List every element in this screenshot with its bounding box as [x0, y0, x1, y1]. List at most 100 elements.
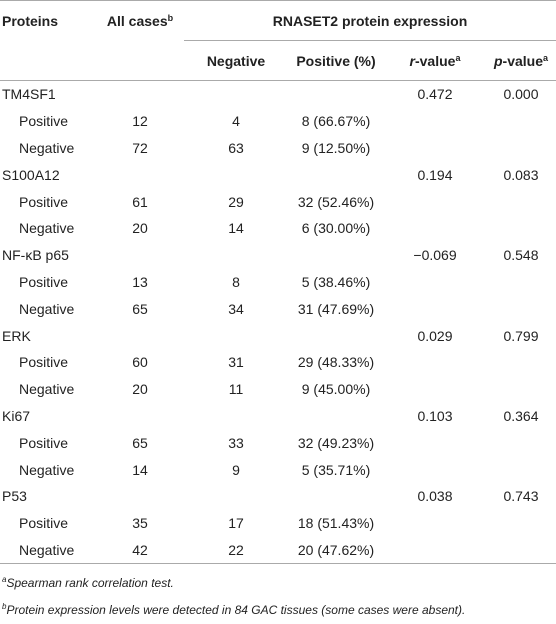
group-row: ERK 0.029 0.799 [0, 322, 556, 349]
empty-cell [486, 188, 556, 215]
empty-cell [384, 269, 486, 296]
sub-row: Negative 14 9 5 (35.71%) [0, 456, 556, 483]
empty-cell [288, 322, 384, 349]
sub-row: Negative 72 63 9 (12.50%) [0, 135, 556, 162]
positive-count: 8 (66.67%) [301, 113, 371, 130]
all-cases: 12 [132, 113, 148, 130]
empty-cell [384, 295, 486, 322]
positive-count: 6 (30.00%) [301, 220, 371, 237]
empty-cell [384, 215, 486, 242]
header-row: Negative Positive (%) r-valuea p-valuea [0, 41, 556, 81]
r-value: 0.103 [417, 407, 453, 424]
negative-count: 11 [228, 381, 244, 398]
empty-cell [384, 510, 486, 537]
p-value: 0.364 [503, 407, 539, 424]
sub-row: Positive 13 8 5 (38.46%) [0, 269, 556, 296]
status-label: Positive [19, 193, 69, 210]
positive-count: 20 (47.62%) [288, 536, 384, 565]
negative-count: 9 [232, 461, 240, 478]
empty-cell [184, 161, 288, 188]
all-cases: 60 [132, 354, 148, 371]
r-value: 0.194 [417, 166, 453, 183]
protein-name: P53 [2, 488, 27, 505]
empty-cell [384, 536, 486, 565]
header-text: -value [502, 52, 543, 69]
status-label: Positive [19, 273, 69, 290]
p-value: 0.083 [503, 166, 539, 183]
empty-cell [486, 108, 556, 135]
empty-cell [486, 429, 556, 456]
group-row: S100A12 0.194 0.083 [0, 161, 556, 188]
r-value: 0.038 [417, 488, 453, 505]
empty-cell [96, 242, 184, 269]
sub-row: Negative 20 11 9 (45.00%) [0, 376, 556, 403]
header-text: All cases [106, 13, 168, 29]
empty-cell [96, 483, 184, 510]
sub-row: Negative 65 34 31 (47.69%) [0, 295, 556, 322]
empty-cell [288, 242, 384, 269]
all-cases: 61 [132, 193, 148, 210]
empty-cell [486, 349, 556, 376]
empty-cell [184, 403, 288, 430]
sub-row: Positive 65 33 32 (49.23%) [0, 429, 556, 456]
header-text: Proteins [2, 13, 59, 29]
positive-count: 29 (48.33%) [297, 354, 375, 371]
footnote-mark: b [2, 602, 7, 612]
negative-count: 29 [228, 193, 244, 210]
status-label: Negative [0, 536, 96, 565]
footnote-mark: b [167, 13, 174, 23]
all-cases: 42 [96, 536, 184, 565]
empty-cell [486, 215, 556, 242]
negative-count: 63 [228, 139, 244, 156]
negative-count: 8 [232, 273, 240, 290]
header-cell: Negative [184, 41, 288, 81]
status-label: Negative [19, 381, 75, 398]
table-body: TM4SF1 0.472 0.000 Positive 12 4 8 (66.67%) Neg… [0, 81, 556, 565]
r-value: 0.472 [417, 86, 453, 103]
status-label: Positive [19, 113, 69, 130]
header-text: r [409, 52, 415, 69]
positive-count: 32 (49.23%) [297, 434, 375, 451]
all-cases: 35 [132, 515, 148, 532]
empty-cell [486, 376, 556, 403]
sub-row: Positive 35 17 18 (51.43%) [0, 510, 556, 537]
empty-cell [486, 295, 556, 322]
empty-cell [184, 483, 288, 510]
footnote-text: Protein expression levels were detected … [6, 603, 466, 618]
p-value: 0.799 [503, 327, 539, 344]
negative-count: 17 [228, 515, 244, 532]
negative-count: 22 [184, 536, 288, 565]
empty-cell [96, 403, 184, 430]
status-label: Positive [19, 354, 69, 371]
positive-count: 18 (51.43%) [297, 515, 375, 532]
header-text: RNASET2 protein expression [272, 12, 468, 29]
status-label: Negative [19, 220, 75, 237]
status-label: Negative [19, 300, 75, 317]
footnote-text: Spearman rank correlation test. [6, 576, 174, 591]
header-text: Positive (%) [296, 52, 376, 69]
protein-name: ERK [2, 327, 31, 344]
empty-cell [288, 403, 384, 430]
status-label: Positive [19, 515, 69, 532]
positive-count: 31 (47.69%) [297, 300, 375, 317]
header-cell: r-valuea [384, 41, 486, 81]
positive-count: 5 (38.46%) [301, 273, 371, 290]
header-text: Negative [206, 52, 266, 69]
empty-cell [288, 483, 384, 510]
empty-cell [184, 322, 288, 349]
empty-cell [184, 242, 288, 269]
positive-count: 5 (35.71%) [301, 461, 371, 478]
header-row: Proteins All casesb RNASET2 protein expr… [0, 0, 556, 41]
p-value: 0.548 [503, 247, 539, 264]
status-label: Positive [19, 434, 69, 451]
footnote-mark: a [543, 52, 549, 63]
positive-count: 32 (52.46%) [297, 193, 375, 210]
all-cases: 65 [132, 434, 148, 451]
negative-count: 4 [232, 113, 240, 130]
header-cell: p-valuea [486, 41, 556, 81]
empty-cell [486, 135, 556, 162]
data-table: Proteins All casesb RNASET2 protein expr… [0, 0, 556, 565]
empty-cell [384, 108, 486, 135]
sub-row: Negative 20 14 6 (30.00%) [0, 215, 556, 242]
